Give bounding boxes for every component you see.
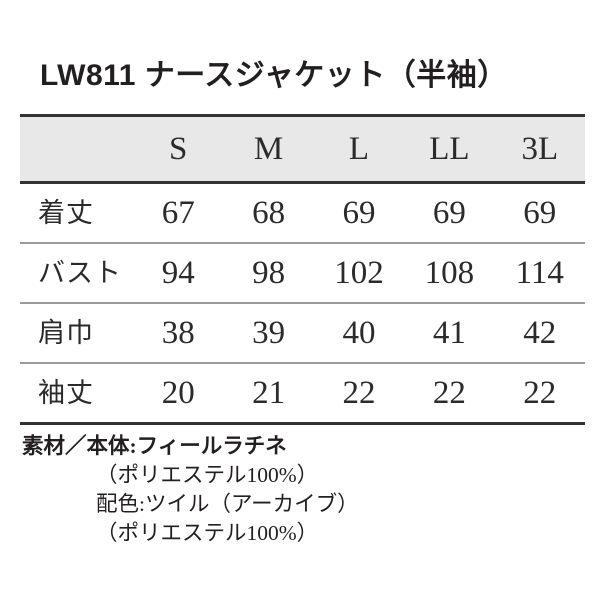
cell-bust-l: 102 <box>313 243 405 304</box>
cell-sodetake-3l: 22 <box>494 363 585 425</box>
measurement-label-sodetake: 袖丈 <box>20 363 133 425</box>
cell-sodetake-s: 20 <box>133 363 224 425</box>
cell-kitake-l: 69 <box>313 182 405 244</box>
size-column-header-l: L <box>313 114 405 184</box>
cell-katahaba-l: 40 <box>313 303 405 364</box>
material-line-accent: 配色:ツイル（アーカイブ） <box>96 492 359 516</box>
table-row: 肩巾 38 39 40 41 42 <box>20 303 585 364</box>
cell-katahaba-m: 39 <box>223 303 314 364</box>
cell-bust-s: 94 <box>133 243 224 304</box>
size-column-header-m: M <box>223 114 314 184</box>
measurement-label-kitake: 着丈 <box>20 182 133 244</box>
size-table-body: 着丈 67 68 69 69 69 バスト 94 98 102 108 114 … <box>20 182 585 425</box>
size-table-header-row: S M L LL 3L <box>20 114 585 184</box>
cell-kitake-m: 68 <box>223 182 314 244</box>
cell-sodetake-m: 21 <box>223 363 314 425</box>
size-table-corner-cell <box>20 114 133 184</box>
material-line-body: 素材／本体:フィールラチネ <box>22 434 287 458</box>
page-title: LW811 ナースジャケット（半袖） <box>40 59 508 92</box>
size-table: S M L LL 3L 着丈 67 68 69 69 69 バスト 94 98 … <box>20 114 585 425</box>
material-line-body-composition: （ポリエステル100%） <box>96 463 319 487</box>
table-row: バスト 94 98 102 108 114 <box>20 243 585 304</box>
measurement-label-bust: バスト <box>20 243 133 304</box>
cell-sodetake-ll: 22 <box>404 363 495 425</box>
cell-bust-3l: 114 <box>494 243 585 304</box>
cell-kitake-s: 67 <box>133 182 224 244</box>
measurement-label-katahaba: 肩巾 <box>20 303 133 364</box>
cell-katahaba-3l: 42 <box>494 303 585 364</box>
size-table-header: S M L LL 3L <box>20 114 585 184</box>
size-column-header-ll: LL <box>404 114 495 184</box>
material-description: 素材／本体:フィールラチネ （ポリエステル100%） 配色:ツイル（アーカイブ）… <box>22 432 582 548</box>
size-column-header-s: S <box>133 114 224 184</box>
size-column-header-3l: 3L <box>494 114 585 184</box>
cell-kitake-ll: 69 <box>404 182 495 244</box>
table-row: 袖丈 20 21 22 22 22 <box>20 363 585 425</box>
cell-sodetake-l: 22 <box>313 363 405 425</box>
cell-kitake-3l: 69 <box>494 182 585 244</box>
cell-katahaba-ll: 41 <box>404 303 495 364</box>
cell-katahaba-s: 38 <box>133 303 224 364</box>
cell-bust-ll: 108 <box>404 243 495 304</box>
material-line-accent-composition: （ポリエステル100%） <box>96 521 319 545</box>
table-row: 着丈 67 68 69 69 69 <box>20 182 585 244</box>
cell-bust-m: 98 <box>223 243 314 304</box>
